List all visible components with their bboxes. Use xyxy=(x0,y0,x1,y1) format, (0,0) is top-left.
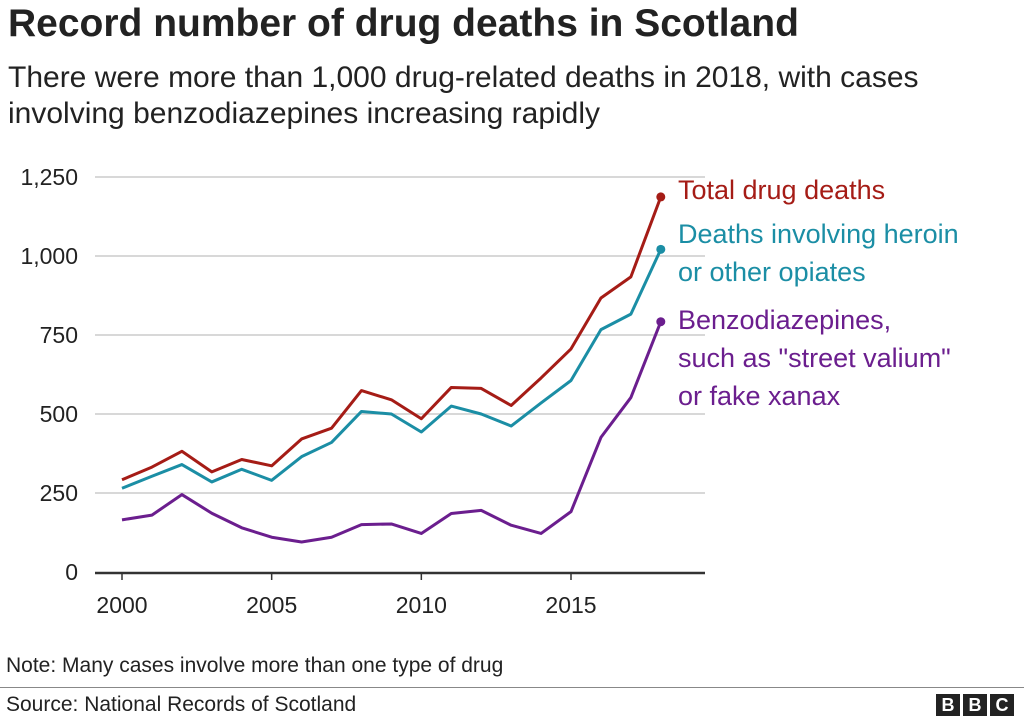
series-lines xyxy=(121,192,666,544)
line-chart: 0 250 500 750 1,000 1,250 2000 2005 2010 2015 To… xyxy=(20,164,959,618)
series-labels: Total drug deaths Deaths involving heroin… xyxy=(678,175,959,411)
x-tick-label: 2015 xyxy=(545,592,596,618)
series-end-point xyxy=(656,244,666,254)
y-tick-label: 750 xyxy=(40,322,78,348)
footer-divider xyxy=(0,687,1024,688)
y-tick-label: 250 xyxy=(40,480,78,506)
chart-title: Record number of drug deaths in Scotland xyxy=(8,2,799,45)
logo-letter: B xyxy=(936,694,960,716)
series-label: Benzodiazepines, xyxy=(678,305,891,335)
chart-subtitle: There were more than 1,000 drug-related … xyxy=(8,61,919,130)
y-tick-label: 1,000 xyxy=(20,243,78,269)
series-label: or fake xanax xyxy=(678,381,841,411)
x-axis: 2000 2005 2010 2015 xyxy=(95,571,705,618)
series-end-point xyxy=(656,317,666,327)
series-label: Deaths involving heroin xyxy=(678,219,959,249)
chart-note: Note: Many cases involve more than one t… xyxy=(6,654,504,677)
series-label: Total drug deaths xyxy=(678,175,885,205)
y-tick-label: 1,250 xyxy=(20,164,78,190)
logo-letter: C xyxy=(990,694,1014,716)
series-line xyxy=(121,196,663,482)
series-line xyxy=(121,248,663,490)
y-axis-ticks: 0 250 500 750 1,000 1,250 xyxy=(20,164,78,585)
bbc-logo: B B C xyxy=(936,694,1014,716)
series-line xyxy=(121,321,663,544)
gridlines xyxy=(95,176,705,494)
series-label: or other opiates xyxy=(678,257,866,287)
x-tick-label: 2000 xyxy=(96,592,147,618)
y-tick-label: 500 xyxy=(40,401,78,427)
x-tick-label: 2010 xyxy=(396,592,447,618)
chart-source: Source: National Records of Scotland xyxy=(6,693,357,716)
series-label: such as "street valium" xyxy=(678,343,951,373)
logo-letter: B xyxy=(963,694,987,716)
series-end-point xyxy=(656,192,666,202)
y-tick-label: 0 xyxy=(65,559,78,585)
x-tick-label: 2005 xyxy=(246,592,297,618)
